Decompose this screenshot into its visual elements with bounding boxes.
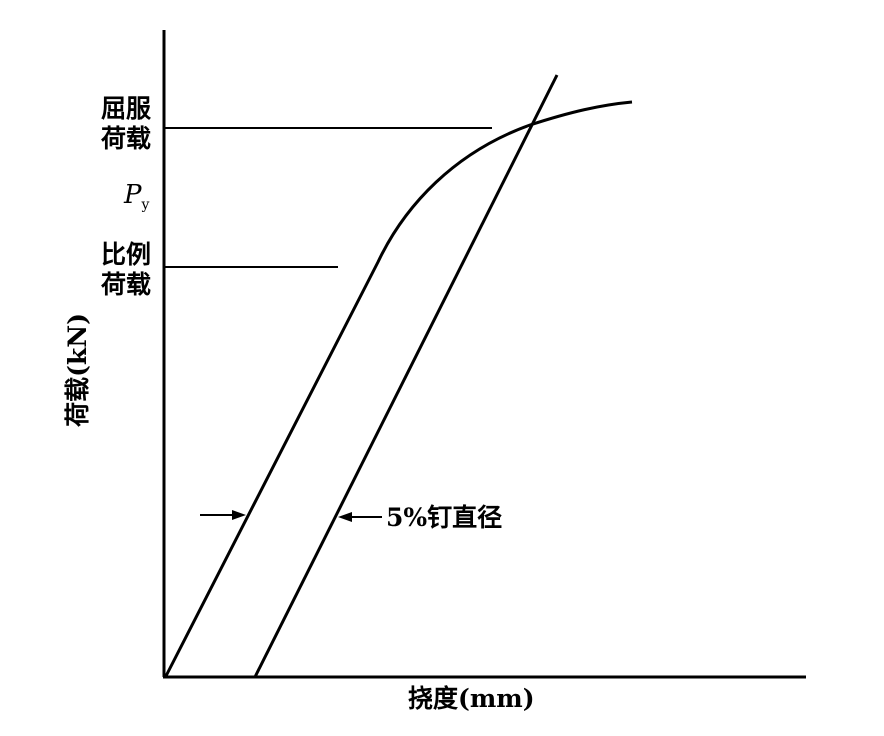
proportional-load-label-line1: 比例 [101, 240, 152, 269]
left-arrow [200, 510, 246, 520]
py-subscript: y [141, 197, 150, 214]
offset-label: 5%钉直径 [386, 503, 503, 532]
yield-load-label-line1: 屈服 [101, 94, 152, 123]
x-axis-label: 挠度(mm) [408, 684, 535, 713]
proportional-load-label: 比例 荷载 [101, 240, 151, 300]
py-symbol: P [124, 180, 142, 210]
offset-line [253, 74, 559, 678]
yield-load-label-line2: 荷载 [101, 124, 152, 153]
y-axis-label: 荷载(kN) [63, 313, 92, 427]
py-label: Py [124, 180, 149, 220]
right-arrow [338, 512, 382, 522]
proportional-load-label-line2: 荷载 [101, 270, 152, 299]
load-deflection-curve [164, 100, 633, 677]
yield-load-label: 屈服 荷载 [101, 94, 151, 154]
